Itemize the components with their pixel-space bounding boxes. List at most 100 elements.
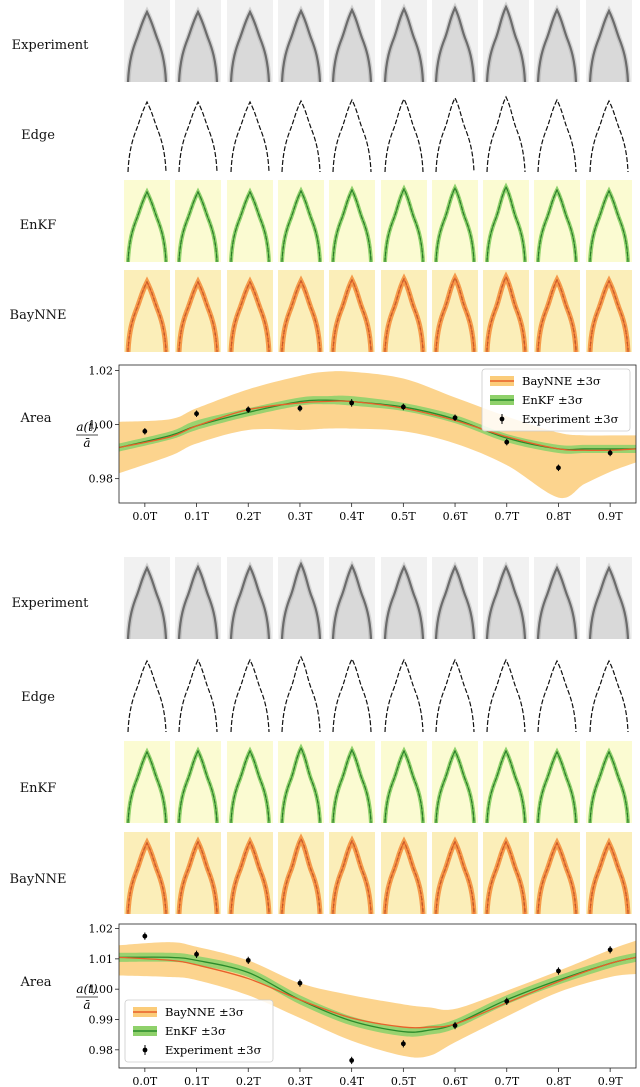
exp-flame-icon: [329, 0, 376, 82]
exp-image-tile: [124, 0, 170, 82]
baynne-flame-icon: [431, 832, 478, 914]
baynne-flame-icon: [534, 832, 581, 914]
edge-image-tile: [483, 90, 529, 172]
enkf-flame-icon: [277, 180, 324, 262]
row-label-enkf: EnKF: [19, 781, 57, 796]
enkf-image-tile: [431, 741, 478, 823]
exp-image-tile: [175, 0, 222, 82]
edge-image-tile: [432, 90, 478, 172]
x-tick-label: 0.6T: [443, 1075, 468, 1086]
baynne-image-tile: [277, 270, 324, 352]
enkf-flame-icon: [380, 180, 427, 262]
experiment-point: [556, 464, 561, 472]
enkf-image-tile: [585, 741, 632, 823]
edge-image-tile: [381, 650, 427, 732]
experiment-point: [400, 1040, 406, 1048]
exp-flame-icon: [124, 557, 170, 639]
enkf-image-tile: [534, 180, 581, 262]
edge-image-tile: [124, 90, 170, 172]
enkf-flame-icon: [175, 741, 222, 823]
baynne-line: [119, 400, 636, 452]
legend-baynne: BayNNE ±3σ: [133, 1005, 244, 1019]
baynne-flame-icon: [483, 832, 530, 914]
baynne-flame-icon: [175, 832, 222, 914]
exp-flame-icon: [226, 0, 273, 82]
baynne-image-tile: [226, 270, 273, 352]
experiment-point: [607, 946, 613, 954]
legend-enkf: EnKF ±3σ: [133, 1024, 226, 1038]
baynne-image-tile: [277, 832, 324, 914]
baynne-image-tile: [483, 270, 530, 352]
baynne-line: [119, 956, 636, 1029]
exp-flame-icon: [431, 0, 478, 82]
edge-flame-icon: [383, 97, 424, 172]
baynne-flame-icon: [175, 270, 222, 352]
edge-flame-icon: [178, 100, 218, 172]
exp-image-tile: [534, 557, 581, 639]
baynne-flame-icon: [226, 270, 273, 352]
row-label-baynne: BayNNE: [9, 872, 67, 887]
edge-flame-icon: [537, 659, 577, 732]
enkf-image-tile: [277, 741, 324, 823]
experiment-point: [607, 449, 613, 457]
experiment-point: [452, 414, 458, 422]
x-tick-label: 0.0T: [132, 1075, 157, 1086]
exp-image-tile: [226, 0, 273, 82]
enkf-image-tile: [585, 180, 632, 262]
baynne-flame-icon: [329, 832, 376, 914]
edge-flame-icon: [127, 659, 167, 732]
exp-flame-icon: [124, 0, 170, 82]
y-tick-label: 1.00: [89, 983, 114, 996]
exp-image-tile: [124, 557, 170, 639]
baynne-flame-icon: [585, 270, 632, 352]
exp-flame-icon: [329, 557, 376, 639]
edge-image-tile: [124, 650, 170, 732]
legend-experiment-label: Experiment ±3σ: [165, 1043, 262, 1057]
experiment-point: [349, 1056, 355, 1065]
enkf-line: [119, 956, 636, 1033]
x-tick-label: 0.5T: [391, 510, 416, 523]
edge-flame-icon: [229, 658, 270, 732]
edge-flame-icon: [332, 98, 372, 172]
exp-flame-icon: [175, 557, 222, 639]
exp-image-tile: [431, 0, 478, 82]
edge-flame-icon: [486, 658, 526, 732]
experiment-point: [349, 399, 355, 407]
baynne-image-tile: [329, 832, 376, 914]
edge-image-tile: [381, 90, 427, 172]
exp-image-tile: [277, 0, 324, 82]
edge-image-tile: [329, 650, 375, 732]
x-tick-label: 0.9T: [598, 510, 623, 523]
enkf-flame-icon: [534, 741, 581, 823]
exp-image-tile: [380, 0, 427, 82]
baynne-image-tile: [483, 832, 530, 914]
exp-flame-icon: [534, 557, 581, 639]
baynne-image-tile: [534, 832, 581, 914]
experiment-point: [297, 405, 303, 412]
edge-flame-icon: [589, 99, 629, 172]
baynne-image-tile: [380, 832, 427, 914]
enkf-image-tile: [534, 741, 581, 823]
y-tick-label: 1.01: [89, 953, 114, 966]
x-tick-label: 0.1T: [184, 510, 209, 523]
baynne-flame-icon: [226, 832, 273, 914]
edge-image-tile: [278, 650, 324, 732]
exp-flame-icon: [175, 0, 222, 82]
enkf-image-tile: [277, 180, 324, 262]
x-tick-label: 0.6T: [443, 510, 468, 523]
baynne-flame-icon: [483, 270, 530, 352]
enkf-flame-icon: [124, 180, 170, 262]
exp-flame-icon: [380, 0, 427, 82]
edge-flame-icon: [435, 96, 475, 172]
enkf-flame-icon: [175, 180, 222, 262]
legend-enkf-label: EnKF ±3σ: [165, 1024, 226, 1038]
panel-top: Experiment Edge EnKF BayNNE Area 0.98 1.0…: [0, 0, 640, 530]
y-tick-label: 0.99: [89, 1013, 114, 1026]
y-label-denominator: ā: [83, 436, 90, 450]
edge-flame-icon: [229, 100, 270, 172]
baynne-flame-icon: [277, 832, 324, 914]
y-tick-label: 1.02: [89, 923, 114, 936]
exp-image-tile: [483, 557, 530, 639]
enkf-image-tile: [483, 741, 530, 823]
baynne-image-tile: [585, 832, 632, 914]
